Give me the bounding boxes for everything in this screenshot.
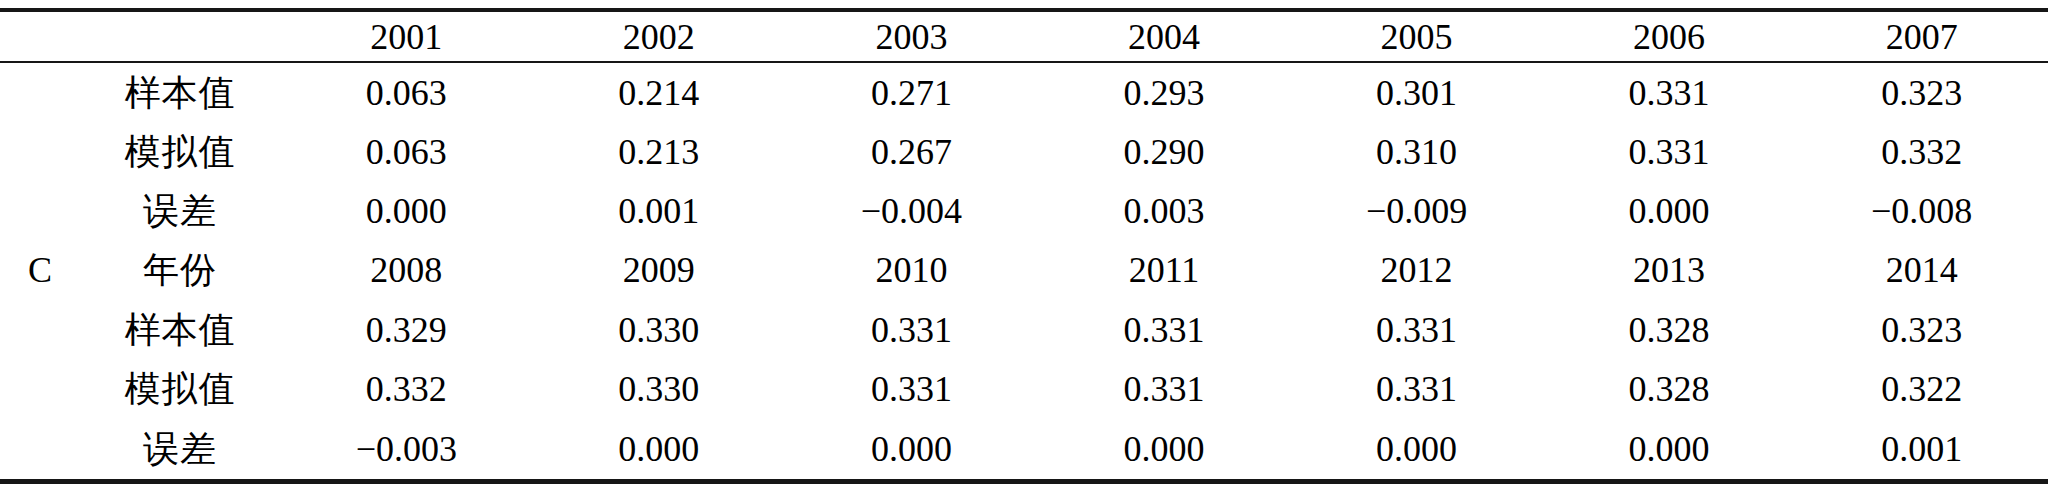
header-row: 2001 2002 2003 2004 2005 2006 2007 [0,10,2048,62]
group-cell-empty [0,62,80,123]
value-cell: 0.328 [1543,300,1796,359]
value-cell: 0.000 [1290,418,1543,481]
year-header-cell: 2002 [533,10,786,62]
value-cell: 0.330 [533,300,786,359]
value-cell: 0.001 [533,182,786,241]
value-cell: 0.331 [1038,300,1291,359]
value-cell: −0.008 [1795,182,2048,241]
year-value-cell: 2011 [1038,241,1291,300]
table-row-error-2: 误差 −0.003 0.000 0.000 0.000 0.000 0.000 … [0,418,2048,481]
value-cell: 0.329 [280,300,533,359]
value-cell: 0.293 [1038,62,1291,123]
year-header-cell: 2004 [1038,10,1291,62]
value-cell: 0.331 [1290,359,1543,418]
value-cell: 0.000 [533,418,786,481]
value-cell: 0.330 [533,359,786,418]
value-cell: 0.063 [280,123,533,182]
table-row-sample-2: 样本值 0.329 0.330 0.331 0.331 0.331 0.328 … [0,300,2048,359]
value-cell: 0.003 [1038,182,1291,241]
year-value-cell: 2010 [785,241,1038,300]
value-cell: 0.323 [1795,300,2048,359]
value-cell: 0.301 [1290,62,1543,123]
value-cell: −0.003 [280,418,533,481]
value-cell: 0.001 [1795,418,2048,481]
year-value-cell: 2014 [1795,241,2048,300]
value-cell: 0.331 [785,300,1038,359]
value-cell: 0.332 [280,359,533,418]
value-cell: 0.331 [785,359,1038,418]
row-label: 样本值 [80,300,280,359]
label-header-cell-empty [80,10,280,62]
row-label: 误差 [80,182,280,241]
year-header-cell: 2006 [1543,10,1796,62]
group-cell-empty [0,418,80,481]
table-row-simulated-1: 模拟值 0.063 0.213 0.267 0.290 0.310 0.331 … [0,123,2048,182]
year-value-cell: 2012 [1290,241,1543,300]
value-cell: −0.004 [785,182,1038,241]
row-label: 模拟值 [80,359,280,418]
value-cell: 0.331 [1038,359,1291,418]
year-header-cell: 2001 [280,10,533,62]
row-label: 样本值 [80,62,280,123]
group-header-cell-empty [0,10,80,62]
value-cell: 0.267 [785,123,1038,182]
value-cell: 0.271 [785,62,1038,123]
value-cell: 0.290 [1038,123,1291,182]
value-cell: 0.331 [1543,123,1796,182]
row-label: 误差 [80,418,280,481]
year-header-cell: 2007 [1795,10,2048,62]
value-cell: −0.009 [1290,182,1543,241]
row-label-year: 年份 [80,241,280,300]
table-row-simulated-2: 模拟值 0.332 0.330 0.331 0.331 0.331 0.328 … [0,359,2048,418]
year-value-cell: 2013 [1543,241,1796,300]
value-cell: 0.323 [1795,62,2048,123]
value-cell: 0.332 [1795,123,2048,182]
value-cell: 0.000 [785,418,1038,481]
table-row-sample-1: 样本值 0.063 0.214 0.271 0.293 0.301 0.331 … [0,62,2048,123]
paper-table-page: 2001 2002 2003 2004 2005 2006 2007 样本值 0… [0,0,2048,496]
value-cell: 0.000 [280,182,533,241]
value-cell: 0.063 [280,62,533,123]
value-cell: 0.000 [1543,418,1796,481]
group-cell-empty [0,359,80,418]
value-cell: 0.310 [1290,123,1543,182]
year-value-cell: 2009 [533,241,786,300]
year-header-cell: 2005 [1290,10,1543,62]
group-cell-empty [0,123,80,182]
group-label-cell: C [0,241,80,300]
value-cell: 0.213 [533,123,786,182]
value-cell: 0.331 [1290,300,1543,359]
table-row-error-1: 误差 0.000 0.001 −0.004 0.003 −0.009 0.000… [0,182,2048,241]
row-label: 模拟值 [80,123,280,182]
group-cell-empty [0,182,80,241]
group-cell-empty [0,300,80,359]
value-cell: 0.331 [1543,62,1796,123]
value-cell: 0.000 [1543,182,1796,241]
data-table: 2001 2002 2003 2004 2005 2006 2007 样本值 0… [0,8,2048,484]
value-cell: 0.328 [1543,359,1796,418]
value-cell: 0.214 [533,62,786,123]
value-cell: 0.000 [1038,418,1291,481]
year-header-cell: 2003 [785,10,1038,62]
year-value-cell: 2008 [280,241,533,300]
table-row-year-2: C 年份 2008 2009 2010 2011 2012 2013 2014 [0,241,2048,300]
value-cell: 0.322 [1795,359,2048,418]
